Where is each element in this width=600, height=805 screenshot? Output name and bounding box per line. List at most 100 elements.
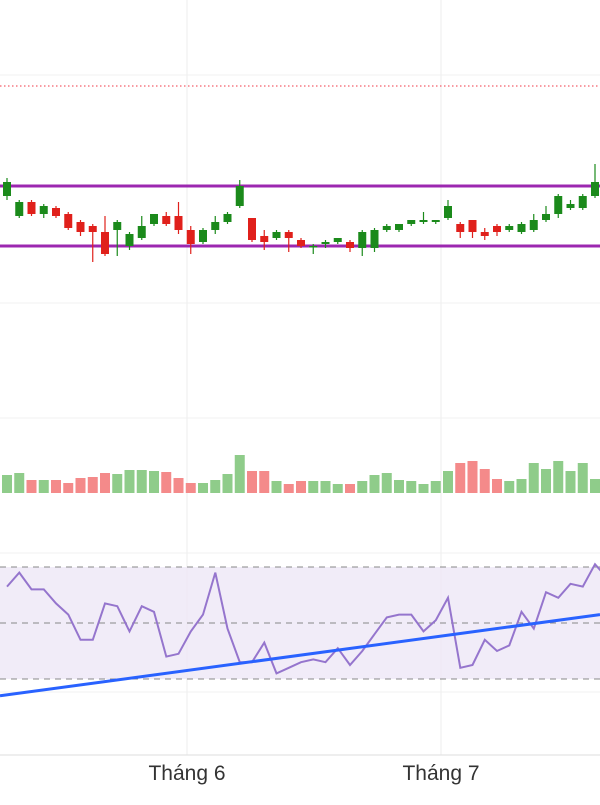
candle-body bbox=[505, 226, 514, 230]
candle-body bbox=[186, 230, 195, 244]
volume-bar bbox=[222, 474, 233, 493]
volume-bar bbox=[320, 481, 331, 493]
volume-bar bbox=[553, 461, 564, 493]
volume-bar bbox=[590, 479, 600, 493]
candle-body bbox=[431, 220, 440, 222]
volume-bar bbox=[541, 469, 551, 493]
candle-body bbox=[321, 242, 330, 244]
candle-body bbox=[27, 202, 36, 214]
volume-bar bbox=[565, 471, 576, 493]
candle-body bbox=[346, 242, 354, 248]
candle-body bbox=[456, 224, 465, 232]
rsi-line bbox=[6, 562, 600, 675]
volume-bar bbox=[271, 481, 282, 493]
volume-bar bbox=[75, 478, 86, 493]
volume-bar bbox=[198, 483, 208, 493]
candle-body bbox=[39, 206, 48, 214]
volume-bar bbox=[577, 463, 588, 493]
volume-bar bbox=[369, 475, 380, 493]
candle-body bbox=[235, 186, 244, 206]
volume-bar bbox=[345, 484, 355, 493]
volume-bar bbox=[100, 473, 110, 493]
volume-bar bbox=[149, 471, 159, 493]
candle-body bbox=[493, 226, 501, 232]
volume-bar bbox=[2, 475, 12, 493]
candle-body bbox=[333, 238, 342, 242]
candle-body bbox=[542, 214, 550, 220]
volume-bar bbox=[332, 484, 343, 493]
candle-body bbox=[591, 182, 599, 196]
volume-bar bbox=[210, 480, 221, 493]
candle-body bbox=[444, 206, 452, 218]
candle-body bbox=[248, 218, 256, 240]
volume-bar bbox=[283, 484, 294, 493]
candle-body bbox=[52, 208, 60, 216]
candle-body bbox=[101, 232, 109, 254]
candle-body bbox=[174, 216, 183, 230]
volume-bar bbox=[528, 463, 539, 493]
volume-bar bbox=[63, 483, 74, 493]
volume-bar bbox=[87, 477, 98, 493]
volume-bar bbox=[14, 473, 25, 493]
candle-body bbox=[382, 226, 391, 230]
candle-body bbox=[272, 232, 281, 238]
volume-bar bbox=[51, 480, 61, 493]
volume-bar bbox=[296, 481, 306, 493]
candle-body bbox=[578, 196, 587, 208]
volume-bar bbox=[136, 470, 147, 493]
candle-body bbox=[199, 230, 207, 242]
candle-body bbox=[3, 182, 11, 196]
candle-body bbox=[480, 232, 489, 236]
candle-body bbox=[358, 232, 367, 248]
candle-body bbox=[566, 204, 575, 208]
volume-pane bbox=[2, 455, 600, 493]
candle-body bbox=[529, 220, 538, 230]
candle-body bbox=[162, 216, 171, 224]
volume-bar bbox=[308, 481, 319, 493]
volume-bar bbox=[455, 463, 466, 493]
volume-bar bbox=[38, 480, 49, 493]
volume-bar bbox=[26, 480, 37, 493]
candle-body bbox=[64, 214, 73, 228]
time-axis-label: Tháng 7 bbox=[402, 762, 479, 785]
candle-body bbox=[309, 246, 318, 248]
candle-body bbox=[137, 226, 146, 238]
volume-bar bbox=[479, 469, 490, 493]
candle-body bbox=[554, 196, 563, 214]
volume-bar bbox=[443, 471, 453, 493]
rsi-trendline bbox=[0, 613, 600, 698]
candle-body bbox=[284, 232, 293, 238]
candle-body bbox=[297, 240, 305, 246]
volume-bar bbox=[418, 484, 429, 493]
volume-bar bbox=[259, 471, 270, 493]
volume-bar bbox=[173, 478, 184, 493]
volume-bar bbox=[504, 481, 515, 493]
candle-body bbox=[260, 236, 269, 242]
candle-body bbox=[211, 222, 220, 230]
candle-body bbox=[395, 224, 403, 230]
volume-bar bbox=[247, 471, 257, 493]
volume-bar bbox=[124, 470, 135, 493]
candle-body bbox=[223, 214, 232, 222]
volume-bar bbox=[357, 481, 368, 493]
rsi-pane bbox=[0, 562, 600, 698]
volume-bar bbox=[234, 455, 245, 493]
candle-body bbox=[407, 220, 416, 224]
time-axis-label: Tháng 6 bbox=[148, 762, 225, 785]
volume-bar bbox=[381, 473, 392, 493]
volume-bar bbox=[516, 479, 527, 493]
volume-bar bbox=[394, 480, 404, 493]
volume-bar bbox=[112, 474, 123, 493]
candle-body bbox=[88, 226, 97, 232]
volume-bar bbox=[406, 481, 417, 493]
candle-body bbox=[15, 202, 24, 216]
candle-body bbox=[113, 222, 122, 230]
volume-bar bbox=[185, 483, 196, 493]
candle-body bbox=[125, 234, 134, 246]
candle-body bbox=[76, 222, 85, 232]
candle-body bbox=[370, 230, 379, 248]
volume-bar bbox=[492, 479, 502, 493]
candle-body bbox=[517, 224, 526, 232]
